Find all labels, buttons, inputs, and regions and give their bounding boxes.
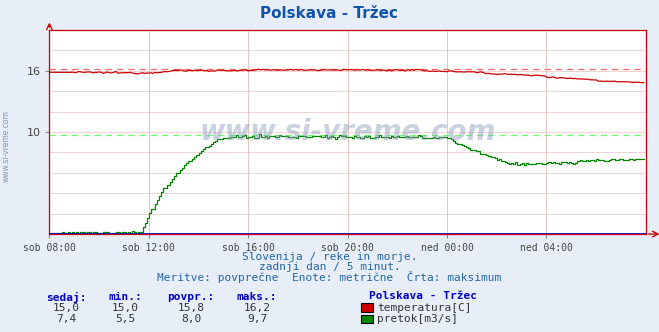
Text: pretok[m3/s]: pretok[m3/s] [377,314,458,324]
Text: 15,0: 15,0 [53,303,79,313]
Text: 15,8: 15,8 [178,303,204,313]
Text: 16,2: 16,2 [244,303,270,313]
Text: zadnji dan / 5 minut.: zadnji dan / 5 minut. [258,262,401,272]
Text: Slovenija / reke in morje.: Slovenija / reke in morje. [242,252,417,262]
Text: Polskava - Tržec: Polskava - Tržec [369,291,477,301]
Text: Meritve: povprečne  Enote: metrične  Črta: maksimum: Meritve: povprečne Enote: metrične Črta:… [158,271,501,283]
Text: povpr.:: povpr.: [167,292,215,302]
Text: 8,0: 8,0 [181,314,201,324]
Text: 7,4: 7,4 [56,314,76,324]
Text: www.si-vreme.com: www.si-vreme.com [200,118,496,146]
Text: 9,7: 9,7 [247,314,267,324]
Text: sedaj:: sedaj: [45,291,86,303]
Text: 15,0: 15,0 [112,303,138,313]
Text: Polskava - Tržec: Polskava - Tržec [260,6,399,21]
Text: www.si-vreme.com: www.si-vreme.com [1,110,11,182]
Text: maks.:: maks.: [237,292,277,302]
Text: temperatura[C]: temperatura[C] [377,303,471,313]
Text: 5,5: 5,5 [115,314,135,324]
Text: min.:: min.: [108,292,142,302]
